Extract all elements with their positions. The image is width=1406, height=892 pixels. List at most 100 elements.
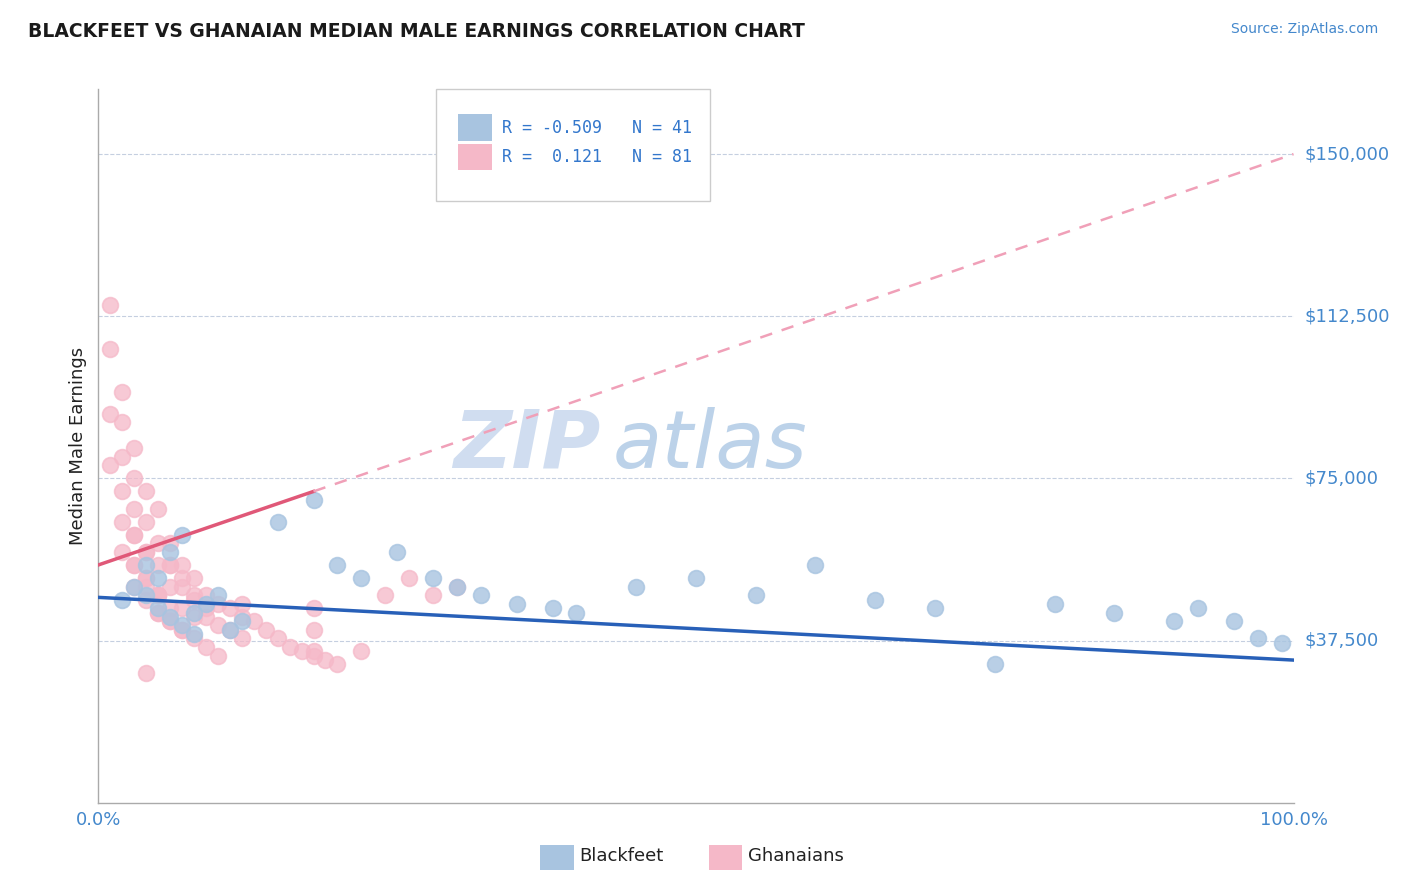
Point [111,515,134,529]
Point [183,632,205,646]
Point [315,653,337,667]
Point [745,588,768,602]
Point [159,601,181,615]
Point [124,471,146,485]
Point [231,614,253,628]
Point [135,580,157,594]
Point [172,618,194,632]
Point [172,623,194,637]
Text: atlas: atlas [612,407,807,485]
Point [172,623,194,637]
Point [183,588,205,602]
Point [231,610,253,624]
Point [385,545,409,559]
Point [302,493,325,508]
Text: $150,000: $150,000 [1305,145,1389,163]
Text: Source: ZipAtlas.com: Source: ZipAtlas.com [1230,22,1378,37]
Point [565,606,588,620]
Point [194,610,217,624]
Point [1187,601,1209,615]
Point [194,640,217,654]
Text: $37,500: $37,500 [1305,632,1379,649]
Point [159,580,181,594]
Point [172,558,194,572]
Point [374,588,396,602]
Point [326,558,349,572]
Point [541,601,564,615]
Point [172,601,194,615]
Point [506,597,529,611]
Point [1222,614,1246,628]
Point [148,588,170,602]
Point [278,640,301,654]
Point [422,588,444,602]
Point [231,632,253,646]
Point [1246,632,1268,646]
Text: BLACKFEET VS GHANAIAN MEDIAN MALE EARNINGS CORRELATION CHART: BLACKFEET VS GHANAIAN MEDIAN MALE EARNIN… [28,22,806,41]
Point [135,666,157,681]
Point [350,644,373,658]
Point [183,627,205,641]
Point [124,527,146,541]
Point [1271,636,1294,650]
Point [219,601,242,615]
Point [685,571,707,585]
Text: Ghanaians: Ghanaians [748,847,844,865]
Text: R =  0.121   N = 81: R = 0.121 N = 81 [502,148,692,166]
Text: R = -0.509   N = 41: R = -0.509 N = 41 [502,119,692,136]
Point [148,536,170,550]
Point [326,657,349,672]
Point [148,501,170,516]
Point [135,545,157,559]
Point [207,597,229,611]
Point [398,571,420,585]
Point [148,606,170,620]
Point [172,571,194,585]
Point [863,592,886,607]
Point [124,441,146,455]
Point [111,450,134,464]
Point [135,571,157,585]
Point [148,601,170,615]
Point [98,407,122,421]
Point [1043,597,1066,611]
Point [1163,614,1185,628]
Point [219,623,242,637]
Text: $75,000: $75,000 [1305,469,1379,487]
Point [207,588,229,602]
Point [254,623,277,637]
Point [183,606,205,620]
Point [624,580,647,594]
Point [470,588,492,602]
Point [124,558,146,572]
Point [98,342,122,356]
Point [194,588,217,602]
Point [446,580,468,594]
Point [111,384,134,399]
Point [148,571,170,585]
Point [111,484,134,499]
Point [219,623,242,637]
Point [111,415,134,429]
Point [135,592,157,607]
Point [148,588,170,602]
Point [135,558,157,572]
Point [159,558,181,572]
Point [207,648,229,663]
Point [302,623,325,637]
Point [243,614,266,628]
Point [207,618,229,632]
Point [183,592,205,607]
Point [124,580,146,594]
Point [302,644,325,658]
Point [172,580,194,594]
Point [135,571,157,585]
Point [159,610,181,624]
Point [148,588,170,602]
Point [159,614,181,628]
Point [302,601,325,615]
Text: Blackfeet: Blackfeet [579,847,664,865]
Point [159,545,181,559]
Text: $112,500: $112,500 [1305,307,1391,326]
Point [183,610,205,624]
